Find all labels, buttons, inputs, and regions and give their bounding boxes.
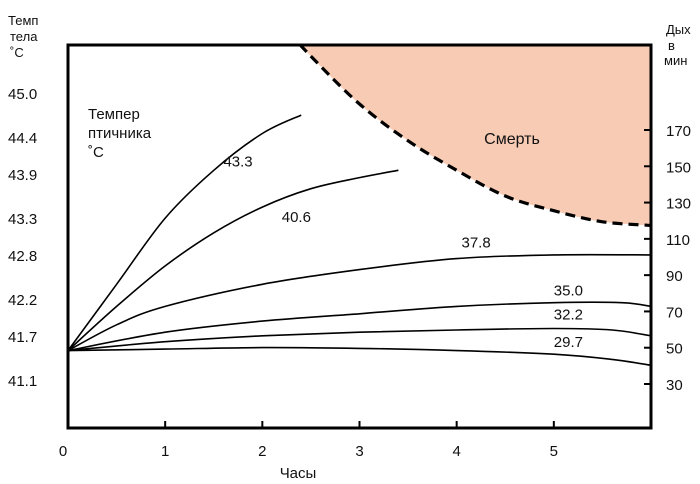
series-line-5	[68, 346, 651, 367]
series-label-2: 37.8	[461, 235, 490, 252]
series-label-5: 29.7	[554, 334, 583, 351]
series-line-1	[68, 169, 399, 352]
x-tick-label-1: 1	[161, 443, 169, 460]
y-right-tick-label-5: 70	[666, 304, 683, 321]
death-zone-label: Смерть	[484, 131, 540, 148]
y-axis-right: 170 150 130 110 90 70 50 30	[644, 123, 691, 394]
death-boundary-line	[297, 45, 651, 228]
death-zone-layer	[297, 45, 651, 228]
y-axis-left: 45.0 44.4 43.9 43.3 42.8 42.2 41.7 41.1	[8, 86, 37, 390]
y-left-tick-label-4: 42.8	[8, 248, 37, 265]
y-left-label-line3: ˚C	[10, 45, 24, 60]
y-left-tick-label-5: 42.2	[8, 292, 37, 309]
y-right-tick-label-6: 50	[666, 341, 683, 358]
y-right-tick-label-4: 90	[666, 268, 683, 285]
y-right-label-line2: в	[668, 38, 675, 53]
x-tick-label-3: 3	[355, 443, 363, 460]
x-tick-label-0: 0	[59, 443, 67, 460]
y-left-label-line2: тела	[10, 29, 38, 44]
series-label-1: 40.6	[282, 209, 311, 226]
series-line-2	[68, 253, 651, 352]
y-right-tick-label-3: 110	[666, 232, 690, 249]
series-line-4	[68, 327, 651, 352]
y-right-tick-label-7: 30	[666, 377, 683, 394]
inner-label-line3: ˚C	[88, 144, 104, 161]
x-axis-label: Часы	[280, 465, 317, 482]
death-zone-area	[300, 45, 651, 226]
y-left-tick-label-6: 41.7	[8, 329, 37, 346]
y-left-tick-label-2: 43.9	[8, 167, 37, 184]
series-line-0	[68, 114, 302, 352]
inner-label-line2: птичника	[88, 125, 152, 142]
series-layer	[68, 114, 651, 367]
x-tick-label-4: 4	[452, 443, 460, 460]
inner-label-line1: Темпер	[88, 106, 140, 123]
x-tick-label-5: 5	[550, 443, 558, 460]
series-label-3: 35.0	[554, 282, 583, 299]
y-right-tick-label-0: 170	[666, 123, 691, 140]
x-axis: 0 1 2 3 4 5	[59, 421, 558, 460]
y-left-label-line1: Темп	[8, 13, 38, 28]
series-label-4: 32.2	[554, 307, 583, 324]
y-left-tick-label-0: 45.0	[8, 86, 37, 103]
y-right-tick-label-2: 130	[666, 196, 691, 213]
y-right-label-line1: Дых	[666, 22, 691, 37]
y-left-tick-label-7: 41.1	[8, 373, 37, 390]
y-right-label-line3: мин	[664, 53, 687, 68]
series-label-0: 43.3	[223, 154, 252, 171]
y-left-tick-label-1: 44.4	[8, 130, 37, 147]
y-right-tick-label-1: 150	[666, 159, 691, 176]
y-left-tick-label-3: 43.3	[8, 211, 37, 228]
series-line-3	[68, 301, 651, 352]
x-tick-label-2: 2	[258, 443, 266, 460]
